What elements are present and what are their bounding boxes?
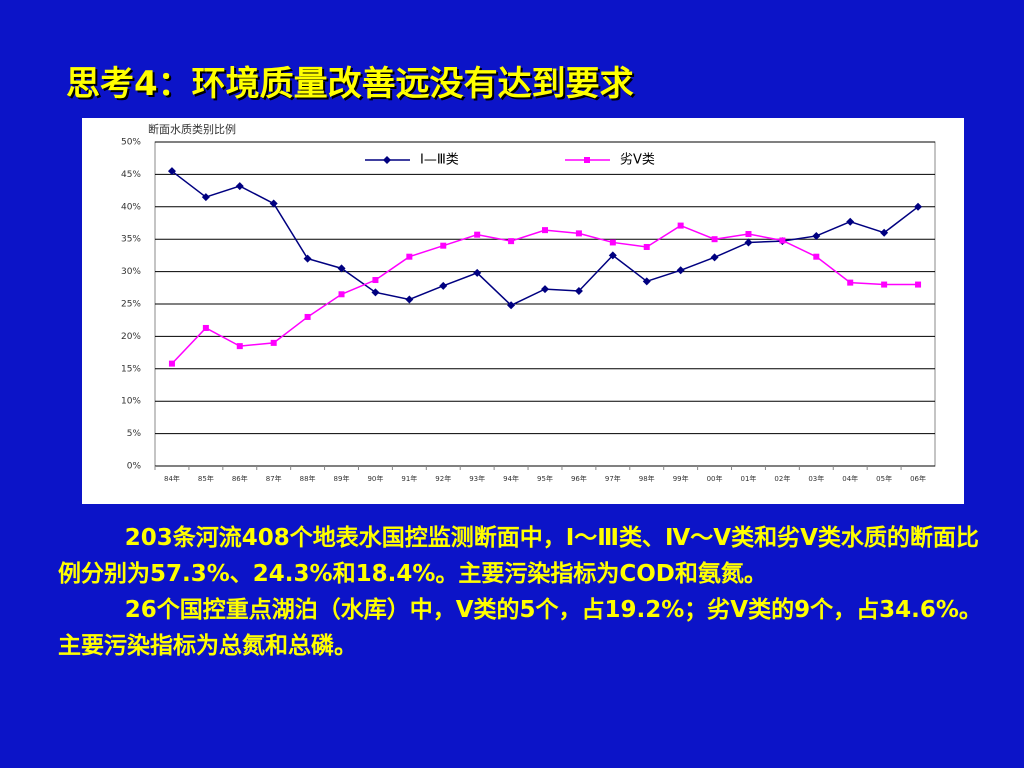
body-text: 203条河流408个地表水国控监测断面中，Ⅰ～Ⅲ类、Ⅳ～Ⅴ类和劣Ⅴ类水质的断面比… bbox=[58, 520, 988, 664]
x-tick-label: 05年 bbox=[876, 474, 892, 483]
point-marker bbox=[303, 254, 312, 263]
x-tick-label: 02年 bbox=[774, 474, 790, 483]
point-marker bbox=[270, 339, 277, 346]
point-marker bbox=[609, 239, 616, 246]
x-tick-label: 06年 bbox=[910, 474, 926, 483]
point-marker bbox=[440, 242, 447, 249]
point-marker bbox=[574, 287, 583, 296]
y-tick-label: 35% bbox=[121, 235, 141, 245]
x-tick-label: 94年 bbox=[503, 474, 519, 483]
point-marker bbox=[202, 324, 209, 331]
point-marker bbox=[304, 313, 311, 320]
point-marker bbox=[269, 199, 278, 208]
point-marker bbox=[473, 268, 482, 277]
x-tick-label: 85年 bbox=[198, 474, 214, 483]
x-tick-label: 93年 bbox=[469, 474, 485, 483]
point-marker bbox=[575, 230, 582, 237]
x-tick-label: 97年 bbox=[605, 474, 621, 483]
point-marker bbox=[880, 228, 889, 237]
point-marker bbox=[541, 285, 549, 294]
point-marker bbox=[236, 343, 243, 350]
point-marker bbox=[744, 238, 753, 247]
point-marker bbox=[915, 281, 922, 288]
paragraph: 203条河流408个地表水国控监测断面中，Ⅰ～Ⅲ类、Ⅳ～Ⅴ类和劣Ⅴ类水质的断面比… bbox=[58, 525, 979, 587]
point-marker bbox=[643, 243, 650, 250]
x-tick-label: 98年 bbox=[639, 474, 655, 483]
point-marker bbox=[372, 277, 379, 284]
x-tick-label: 96年 bbox=[571, 474, 587, 483]
chart-background bbox=[82, 118, 964, 504]
point-marker bbox=[812, 231, 821, 240]
point-marker bbox=[507, 301, 516, 310]
y-tick-label: 50% bbox=[121, 138, 141, 148]
x-tick-label: 86年 bbox=[232, 474, 248, 483]
x-tick-label: 99年 bbox=[673, 474, 689, 483]
point-marker bbox=[584, 157, 590, 163]
slide-title: 思考4：环境质量改善远没有达到要求 bbox=[66, 64, 634, 104]
x-tick-label: 00年 bbox=[707, 474, 723, 483]
x-tick-label: 89年 bbox=[334, 474, 350, 483]
point-marker bbox=[406, 253, 413, 260]
point-marker bbox=[642, 277, 651, 286]
point-marker bbox=[508, 238, 515, 245]
y-tick-label: 15% bbox=[121, 364, 141, 374]
point-marker bbox=[676, 266, 685, 275]
point-marker bbox=[881, 281, 888, 288]
point-marker bbox=[235, 182, 244, 191]
x-tick-label: 84年 bbox=[164, 474, 180, 483]
x-tick-label: 91年 bbox=[401, 474, 417, 483]
x-tick-label: 04年 bbox=[842, 474, 858, 483]
chart-title: 断面水质类别比例 bbox=[148, 122, 236, 136]
y-tick-label: 0% bbox=[127, 462, 142, 472]
y-tick-label: 30% bbox=[121, 267, 141, 277]
x-tick-label: 03年 bbox=[808, 474, 824, 483]
point-marker bbox=[201, 193, 210, 202]
point-marker bbox=[542, 227, 548, 234]
point-marker bbox=[167, 167, 176, 176]
point-marker bbox=[439, 281, 448, 290]
x-tick-label: 01年 bbox=[741, 474, 757, 483]
y-tick-label: 20% bbox=[121, 332, 141, 342]
point-marker bbox=[474, 231, 481, 238]
point-marker bbox=[745, 231, 752, 238]
y-tick-label: 45% bbox=[121, 170, 141, 180]
point-marker bbox=[677, 222, 684, 229]
y-tick-label: 10% bbox=[121, 397, 141, 407]
point-marker bbox=[846, 217, 855, 226]
x-tick-label: 87年 bbox=[266, 474, 282, 483]
point-marker bbox=[813, 253, 820, 260]
point-marker bbox=[383, 156, 391, 164]
point-marker bbox=[371, 288, 380, 297]
y-tick-label: 25% bbox=[121, 300, 141, 310]
point-marker bbox=[710, 253, 719, 262]
x-tick-label: 90年 bbox=[367, 474, 383, 483]
point-marker bbox=[337, 264, 346, 273]
point-marker bbox=[168, 360, 175, 367]
point-marker bbox=[779, 237, 786, 244]
legend-label: Ⅰ—Ⅲ类 bbox=[420, 153, 459, 168]
y-tick-label: 5% bbox=[127, 429, 142, 439]
x-tick-label: 88年 bbox=[300, 474, 316, 483]
x-tick-label: 95年 bbox=[537, 474, 553, 483]
x-tick-label: 92年 bbox=[435, 474, 451, 483]
point-marker bbox=[847, 279, 854, 286]
point-marker bbox=[914, 202, 923, 211]
paragraph: 26个国控重点湖泊（水库）中，Ⅴ类的5个，占19.2%；劣Ⅴ类的9个，占34.6… bbox=[58, 597, 982, 659]
y-tick-label: 40% bbox=[121, 202, 141, 212]
point-marker bbox=[711, 236, 718, 243]
point-marker bbox=[338, 291, 345, 298]
point-marker bbox=[405, 295, 414, 304]
legend-label: 劣Ⅴ类 bbox=[620, 153, 655, 168]
point-marker bbox=[608, 251, 617, 260]
